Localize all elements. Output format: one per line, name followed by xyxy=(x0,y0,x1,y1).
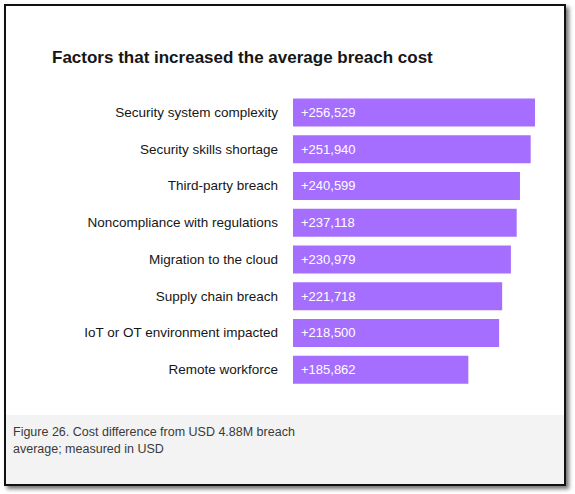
svg-text:Noncompliance with regulations: Noncompliance with regulations xyxy=(87,215,278,230)
svg-text:+240,599: +240,599 xyxy=(301,178,356,193)
svg-text:IoT or OT environment impacted: IoT or OT environment impacted xyxy=(84,325,278,340)
svg-text:Supply chain breach: Supply chain breach xyxy=(156,289,278,304)
svg-text:Migration to the cloud: Migration to the cloud xyxy=(149,252,278,267)
svg-text:Third-party breach: Third-party breach xyxy=(168,178,278,193)
svg-text:+237,118: +237,118 xyxy=(301,215,355,230)
svg-text:Factors that increased the ave: Factors that increased the average breac… xyxy=(52,48,433,67)
svg-text:Remote workforce: Remote workforce xyxy=(168,362,278,377)
svg-text:+256,529: +256,529 xyxy=(301,105,356,120)
svg-text:+218,500: +218,500 xyxy=(301,325,356,340)
svg-text:+185,862: +185,862 xyxy=(301,362,356,377)
svg-text:Security skills shortage: Security skills shortage xyxy=(140,142,278,157)
svg-text:Security system complexity: Security system complexity xyxy=(115,105,278,120)
svg-text:+230,979: +230,979 xyxy=(301,252,356,267)
svg-text:+221,718: +221,718 xyxy=(301,289,356,304)
html-text:Figure 26. Cost difference fro: Figure 26. Cost difference from USD 4.88… xyxy=(13,425,295,456)
svg-text:+251,940: +251,940 xyxy=(301,142,356,157)
